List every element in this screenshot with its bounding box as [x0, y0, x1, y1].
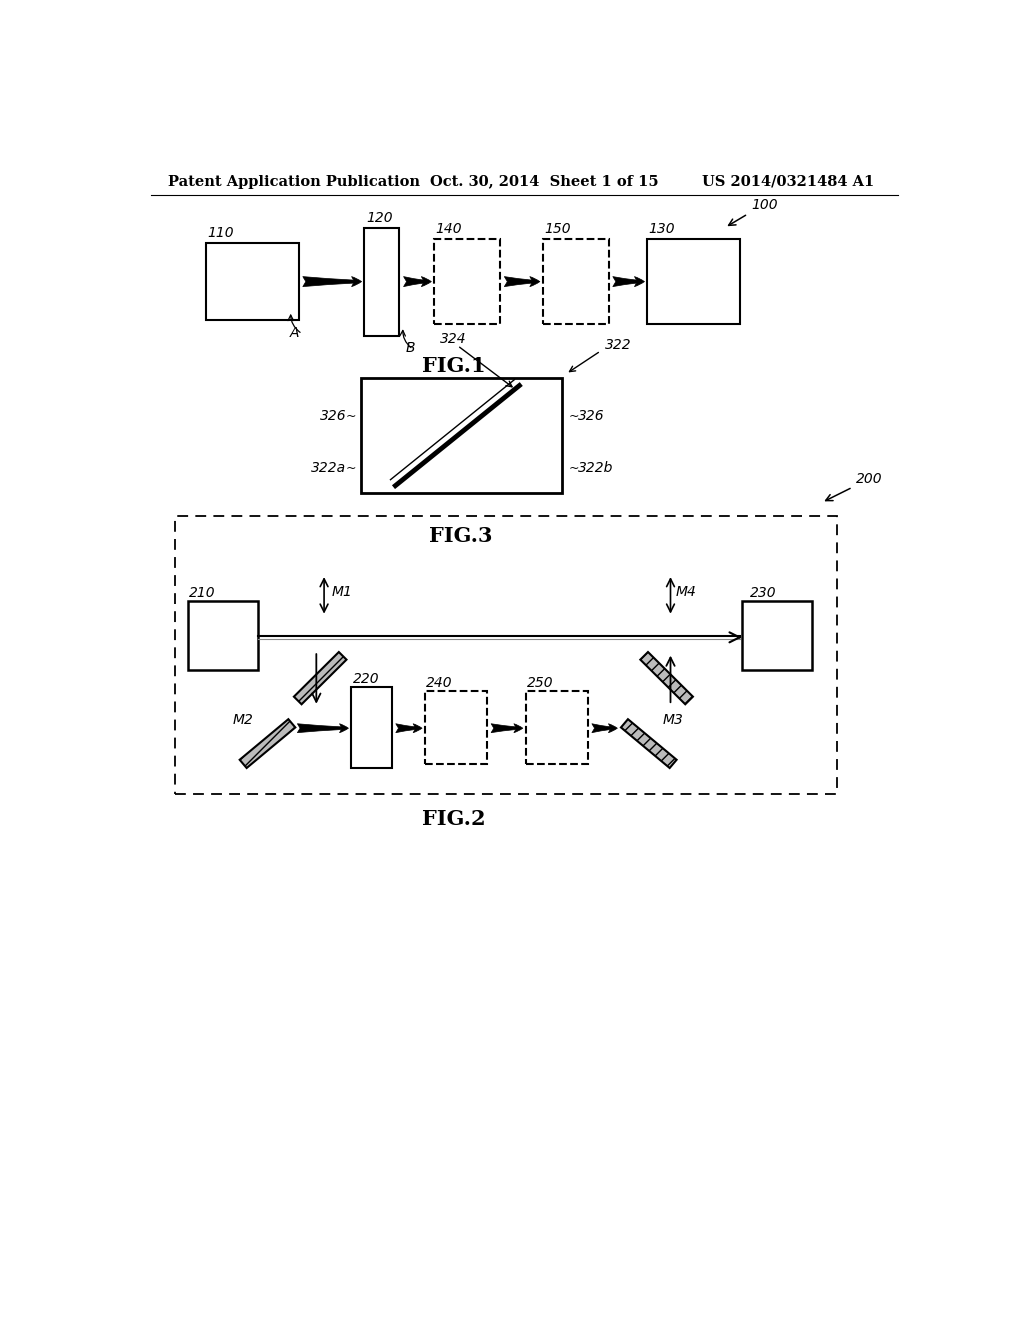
- Polygon shape: [240, 719, 295, 768]
- Bar: [434, 239, 500, 323]
- Text: 326: 326: [319, 409, 346, 422]
- Polygon shape: [621, 719, 677, 768]
- Text: 140: 140: [435, 222, 462, 236]
- Text: 322b: 322b: [578, 461, 613, 475]
- Text: 110: 110: [207, 226, 233, 240]
- Text: 326: 326: [578, 409, 604, 422]
- Text: M2: M2: [232, 713, 254, 727]
- Text: 240: 240: [426, 676, 453, 689]
- Text: ~: ~: [345, 462, 356, 474]
- Bar: [360, 378, 562, 494]
- Text: 322a: 322a: [311, 461, 346, 475]
- Text: 200: 200: [856, 471, 883, 486]
- Text: FIG.2: FIG.2: [422, 809, 485, 829]
- Text: 220: 220: [352, 672, 379, 686]
- Text: 150: 150: [544, 222, 570, 236]
- Text: FIG.1: FIG.1: [422, 356, 485, 376]
- Text: Oct. 30, 2014  Sheet 1 of 15: Oct. 30, 2014 Sheet 1 of 15: [430, 174, 658, 189]
- Text: 120: 120: [366, 211, 392, 224]
- Text: 324: 324: [440, 333, 467, 346]
- Polygon shape: [294, 652, 346, 705]
- Text: 210: 210: [188, 586, 215, 599]
- Text: ~: ~: [568, 462, 579, 474]
- Bar: [647, 239, 740, 323]
- Text: FIG.3: FIG.3: [429, 525, 493, 545]
- Text: 250: 250: [527, 676, 554, 689]
- Text: ~: ~: [345, 409, 356, 422]
- Bar: [206, 243, 299, 321]
- Bar: [425, 692, 486, 764]
- Text: ~: ~: [568, 409, 579, 422]
- Bar: [351, 688, 391, 768]
- Text: M4: M4: [676, 585, 696, 599]
- Bar: [741, 601, 812, 671]
- Bar: [365, 227, 399, 335]
- Bar: [188, 601, 258, 671]
- Text: M1: M1: [332, 585, 352, 599]
- Text: US 2014/0321484 A1: US 2014/0321484 A1: [701, 174, 873, 189]
- Text: 230: 230: [750, 586, 776, 599]
- Bar: [543, 239, 608, 323]
- Bar: [525, 692, 588, 764]
- Bar: [174, 516, 838, 793]
- Text: Patent Application Publication: Patent Application Publication: [168, 174, 420, 189]
- Text: 130: 130: [649, 222, 676, 236]
- Text: B: B: [407, 342, 416, 355]
- Text: 322: 322: [604, 338, 631, 351]
- Polygon shape: [640, 652, 693, 705]
- Text: 100: 100: [751, 198, 777, 213]
- Text: A: A: [290, 326, 299, 341]
- Text: M3: M3: [663, 713, 684, 727]
